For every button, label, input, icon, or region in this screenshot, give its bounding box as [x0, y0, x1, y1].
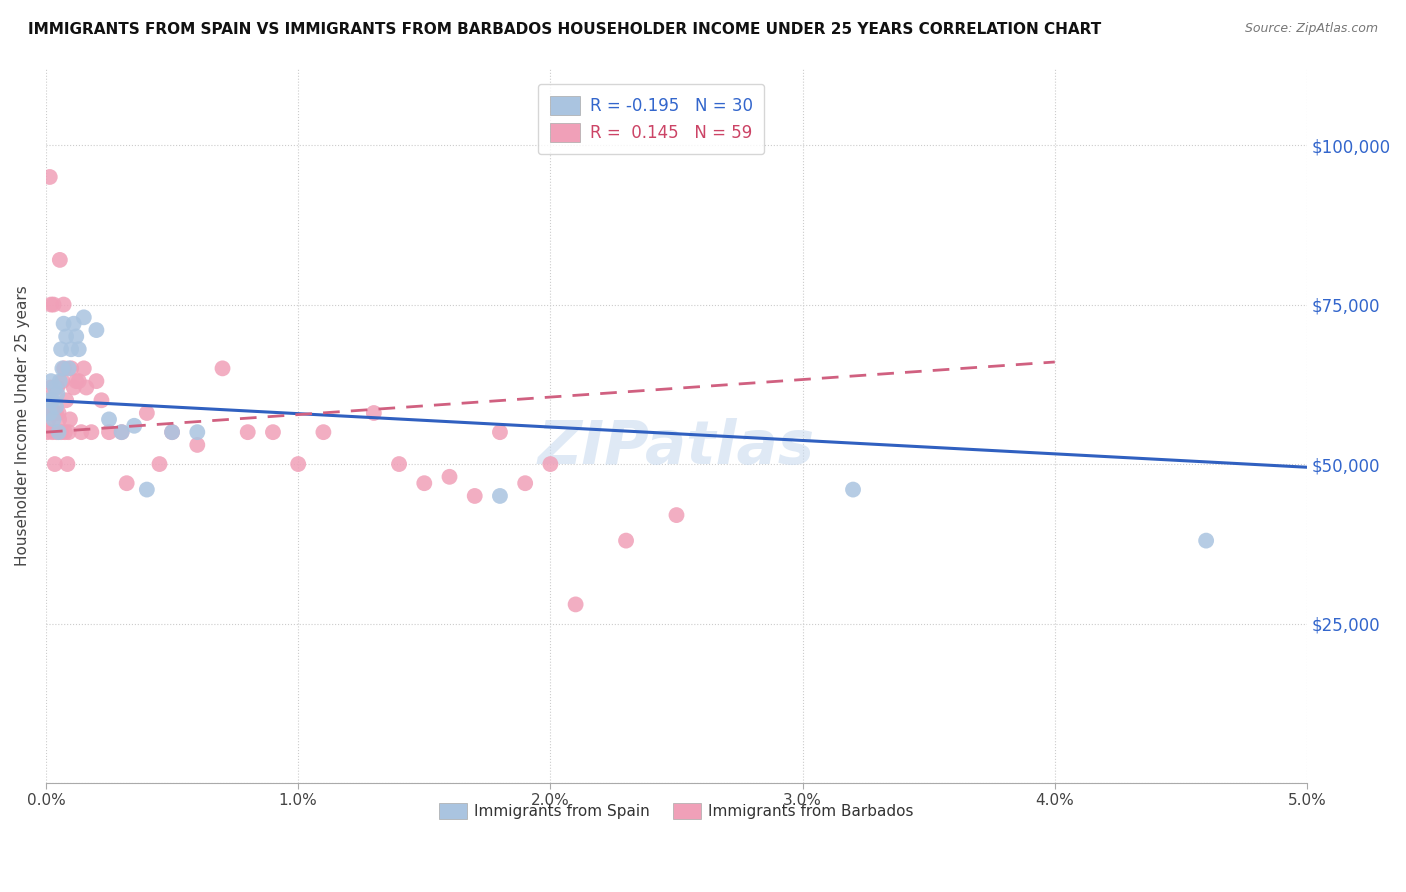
Point — [39, 380, 62, 394]
Point — [236, 425, 259, 439]
Point — [52, 297, 75, 311]
Point — [42, 406, 65, 420]
Point — [489, 425, 512, 439]
Point — [439, 470, 461, 484]
Point — [59, 412, 82, 426]
Legend: Immigrants from Spain, Immigrants from Barbados: Immigrants from Spain, Immigrants from B… — [433, 797, 920, 825]
Point — [665, 508, 688, 522]
Point — [38, 169, 60, 184]
Point — [41, 425, 63, 439]
Point — [49, 374, 72, 388]
Point — [60, 361, 83, 376]
Point — [62, 317, 84, 331]
Point — [70, 425, 93, 439]
Point — [186, 425, 208, 439]
Point — [38, 406, 60, 420]
Point — [42, 297, 65, 311]
Point — [80, 425, 103, 439]
Point — [44, 380, 66, 394]
Point — [73, 361, 96, 376]
Point — [73, 310, 96, 325]
Point — [262, 425, 284, 439]
Point — [515, 476, 537, 491]
Text: ZIPatlas: ZIPatlas — [538, 417, 815, 476]
Point — [42, 412, 65, 426]
Point — [51, 374, 73, 388]
Point — [45, 406, 67, 420]
Point — [67, 343, 90, 357]
Point — [46, 380, 69, 394]
Point — [55, 393, 77, 408]
Point — [489, 489, 512, 503]
Point — [115, 476, 138, 491]
Point — [464, 489, 486, 503]
Point — [53, 425, 76, 439]
Point — [148, 457, 170, 471]
Point — [55, 329, 77, 343]
Point — [49, 343, 72, 357]
Text: Source: ZipAtlas.com: Source: ZipAtlas.com — [1244, 22, 1378, 36]
Point — [75, 380, 97, 394]
Point — [312, 425, 335, 439]
Point — [65, 329, 87, 343]
Point — [53, 361, 76, 376]
Point — [111, 425, 134, 439]
Point — [614, 533, 637, 548]
Point — [135, 483, 157, 497]
Point — [86, 374, 108, 388]
Point — [135, 406, 157, 420]
Point — [98, 412, 121, 426]
Y-axis label: Householder Income Under 25 years: Householder Income Under 25 years — [15, 285, 30, 566]
Point — [86, 323, 108, 337]
Point — [58, 361, 80, 376]
Point — [90, 393, 112, 408]
Point — [388, 457, 411, 471]
Point — [363, 406, 385, 420]
Point — [413, 476, 436, 491]
Point — [60, 343, 83, 357]
Point — [39, 374, 62, 388]
Point — [49, 252, 72, 267]
Point — [62, 380, 84, 394]
Point — [44, 457, 66, 471]
Point — [211, 361, 233, 376]
Point — [122, 418, 145, 433]
Point — [56, 457, 79, 471]
Point — [48, 406, 70, 420]
Point — [41, 393, 63, 408]
Point — [52, 317, 75, 331]
Point — [45, 400, 67, 414]
Point — [538, 457, 561, 471]
Point — [98, 425, 121, 439]
Point — [48, 425, 70, 439]
Point — [37, 393, 59, 408]
Point — [37, 412, 59, 426]
Point — [111, 425, 134, 439]
Point — [46, 387, 69, 401]
Point — [49, 425, 72, 439]
Point — [1195, 533, 1218, 548]
Point — [45, 425, 67, 439]
Point — [51, 361, 73, 376]
Point — [38, 406, 60, 420]
Point — [58, 425, 80, 439]
Point — [67, 374, 90, 388]
Point — [39, 297, 62, 311]
Point — [160, 425, 183, 439]
Text: IMMIGRANTS FROM SPAIN VS IMMIGRANTS FROM BARBADOS HOUSEHOLDER INCOME UNDER 25 YE: IMMIGRANTS FROM SPAIN VS IMMIGRANTS FROM… — [28, 22, 1101, 37]
Point — [160, 425, 183, 439]
Point — [287, 457, 309, 471]
Point — [842, 483, 865, 497]
Point — [37, 425, 59, 439]
Point — [186, 438, 208, 452]
Point — [48, 412, 70, 426]
Point — [65, 374, 87, 388]
Point — [564, 598, 586, 612]
Point — [41, 393, 63, 408]
